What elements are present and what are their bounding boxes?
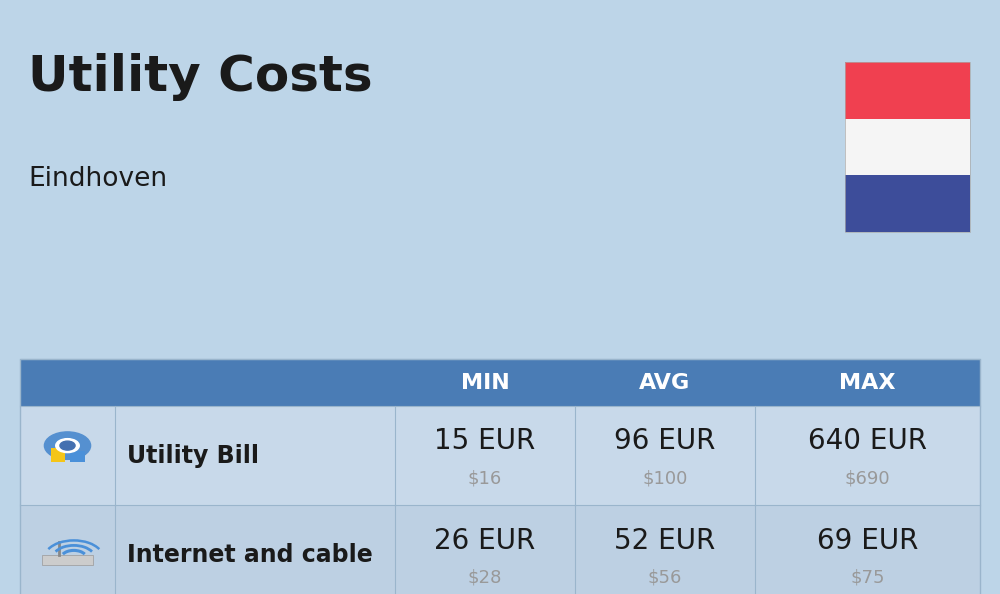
Text: MIN: MIN [461, 372, 509, 393]
Bar [20, 359, 980, 594]
Text: Internet and cable: Internet and cable [127, 544, 373, 567]
Circle shape [44, 432, 91, 459]
Bar [845, 119, 970, 175]
Text: MAX: MAX [839, 372, 896, 393]
Text: 26 EUR: 26 EUR [434, 526, 536, 555]
Text: Utility Bill: Utility Bill [127, 444, 259, 467]
Text: 640 EUR: 640 EUR [808, 426, 927, 455]
Text: $690: $690 [845, 469, 890, 487]
Bar [845, 62, 970, 232]
Text: Eindhoven: Eindhoven [28, 166, 167, 192]
Bar [845, 62, 970, 119]
Bar [20, 406, 980, 505]
Text: $16: $16 [468, 469, 502, 487]
Text: AVG: AVG [639, 372, 691, 393]
Text: $56: $56 [648, 569, 682, 587]
Text: 96 EUR: 96 EUR [614, 426, 716, 455]
Text: $100: $100 [642, 469, 688, 487]
Bar [42, 555, 93, 565]
Text: $28: $28 [468, 569, 502, 587]
Text: $75: $75 [850, 569, 885, 587]
Bar [20, 505, 980, 594]
Bar [51, 448, 65, 462]
Bar [70, 451, 85, 462]
Text: Utility Costs: Utility Costs [28, 53, 373, 102]
Circle shape [60, 441, 75, 450]
Bar [845, 175, 970, 232]
Bar [20, 359, 980, 406]
Text: 15 EUR: 15 EUR [434, 426, 536, 455]
Text: 69 EUR: 69 EUR [817, 526, 918, 555]
Text: 52 EUR: 52 EUR [614, 526, 716, 555]
Circle shape [56, 438, 79, 453]
